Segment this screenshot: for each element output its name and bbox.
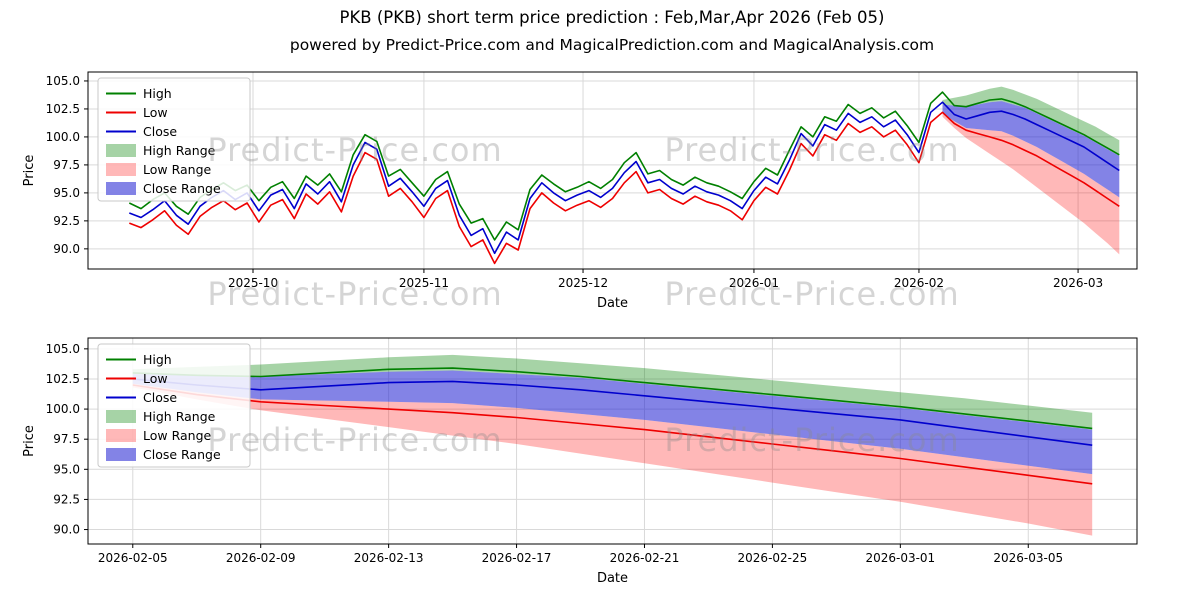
legend-label: High [143,352,172,367]
x-axis-label: Date [597,296,628,311]
axis-ticks: 2026-02-05 2026-02-09 2026-02-13 2026-02-17… [46,342,1063,565]
y-tick-label: 100.0 [46,130,80,144]
y-tick-label: 97.5 [53,432,80,446]
x-tick-label: 2025-11 [399,276,449,290]
x-tick-label: 2025-10 [228,276,278,290]
y-axis-label: Price [22,425,37,457]
legend-patch-sample [106,182,136,195]
series-line-high [132,367,1093,430]
x-tick-label: 2026-03-05 [993,551,1063,565]
page-title: PKB (PKB) short term price prediction : … [339,8,885,27]
legend-label: Low [143,371,168,386]
y-tick-label: 95.0 [53,186,80,200]
y-tick-label: 102.5 [46,102,80,116]
y-tick-label: 92.5 [53,214,80,228]
legend-label: Close Range [143,181,221,196]
x-tick-label: 2026-03 [1053,276,1103,290]
legend-label: Close [143,390,177,405]
band-close-range [942,101,1120,198]
legend-patch-sample [106,429,136,442]
price-forecast-chart: 2026-02-05 2026-02-09 2026-02-13 2026-02-17… [22,337,1138,586]
legend-label: Low Range [143,428,212,443]
legend-patch-sample [106,410,136,423]
band-high-range [942,86,1120,156]
x-tick-label: 2026-02-25 [738,551,808,565]
x-tick-label: 2025-12 [558,276,608,290]
legend-label: High Range [143,409,216,424]
legend-label: Close Range [143,447,221,462]
legend-box [97,77,251,202]
y-tick-label: 90.0 [53,242,80,256]
y-tick-label: 92.5 [53,492,80,506]
x-tick-label: 2026-02-09 [226,551,296,565]
x-tick-label: 2026-02-21 [610,551,680,565]
series-line-high [128,91,1120,241]
y-tick-label: 100.0 [46,402,80,416]
series-line-low [132,384,1093,485]
band-low-range [132,383,1093,536]
plot-border [87,71,1138,270]
forecast-bands [942,86,1120,255]
y-tick-label: 95.0 [53,462,80,476]
series-line-low [129,111,1120,265]
legend-box [97,343,251,468]
axis-ticks: 2025-10 2025-11 2025-12 2026-01 2026-02 2026-… [46,74,1103,290]
legend: High Low Close High Range Low Range Close Ran… [97,343,251,468]
legend-label: Close [143,124,177,139]
legend-patch-sample [106,448,136,461]
y-tick-label: 105.0 [46,74,80,88]
x-tick-label: 2026-02 [894,276,944,290]
x-tick-label: 2026-02-13 [354,551,424,565]
gridlines [88,72,1137,269]
page-subtitle: powered by Predict-Price.com and Magical… [289,36,935,54]
legend-patch-sample [106,144,136,157]
series-line-close [129,101,1120,255]
legend-label: Low Range [143,162,212,177]
x-axis-label: Date [597,571,628,586]
series-lines [132,367,1093,485]
price-history-chart: 2025-10 2025-11 2025-12 2026-01 2026-02 2026-… [22,71,1138,311]
y-tick-label: 90.0 [53,523,80,537]
legend-label: Low [143,105,168,120]
y-tick-label: 97.5 [53,158,80,172]
legend: High Low Close High Range Low Range Close Ran… [97,77,251,202]
band-high-range [132,354,1093,430]
x-tick-label: 2026-01 [729,276,779,290]
x-tick-label: 2026-02-05 [98,551,168,565]
series-line-close [132,378,1093,446]
x-tick-label: 2026-03-01 [865,551,935,565]
legend-patch-sample [106,163,136,176]
series-lines [128,91,1120,265]
band-close-range [132,370,1093,475]
band-low-range [942,113,1120,255]
y-tick-label: 105.0 [46,342,80,356]
plot-border [87,337,1138,545]
forecast-bands [132,354,1093,536]
legend-label: High Range [143,143,216,158]
legend-label: High [143,86,172,101]
y-axis-label: Price [22,155,37,187]
y-tick-label: 102.5 [46,372,80,386]
x-tick-label: 2026-02-17 [482,551,552,565]
